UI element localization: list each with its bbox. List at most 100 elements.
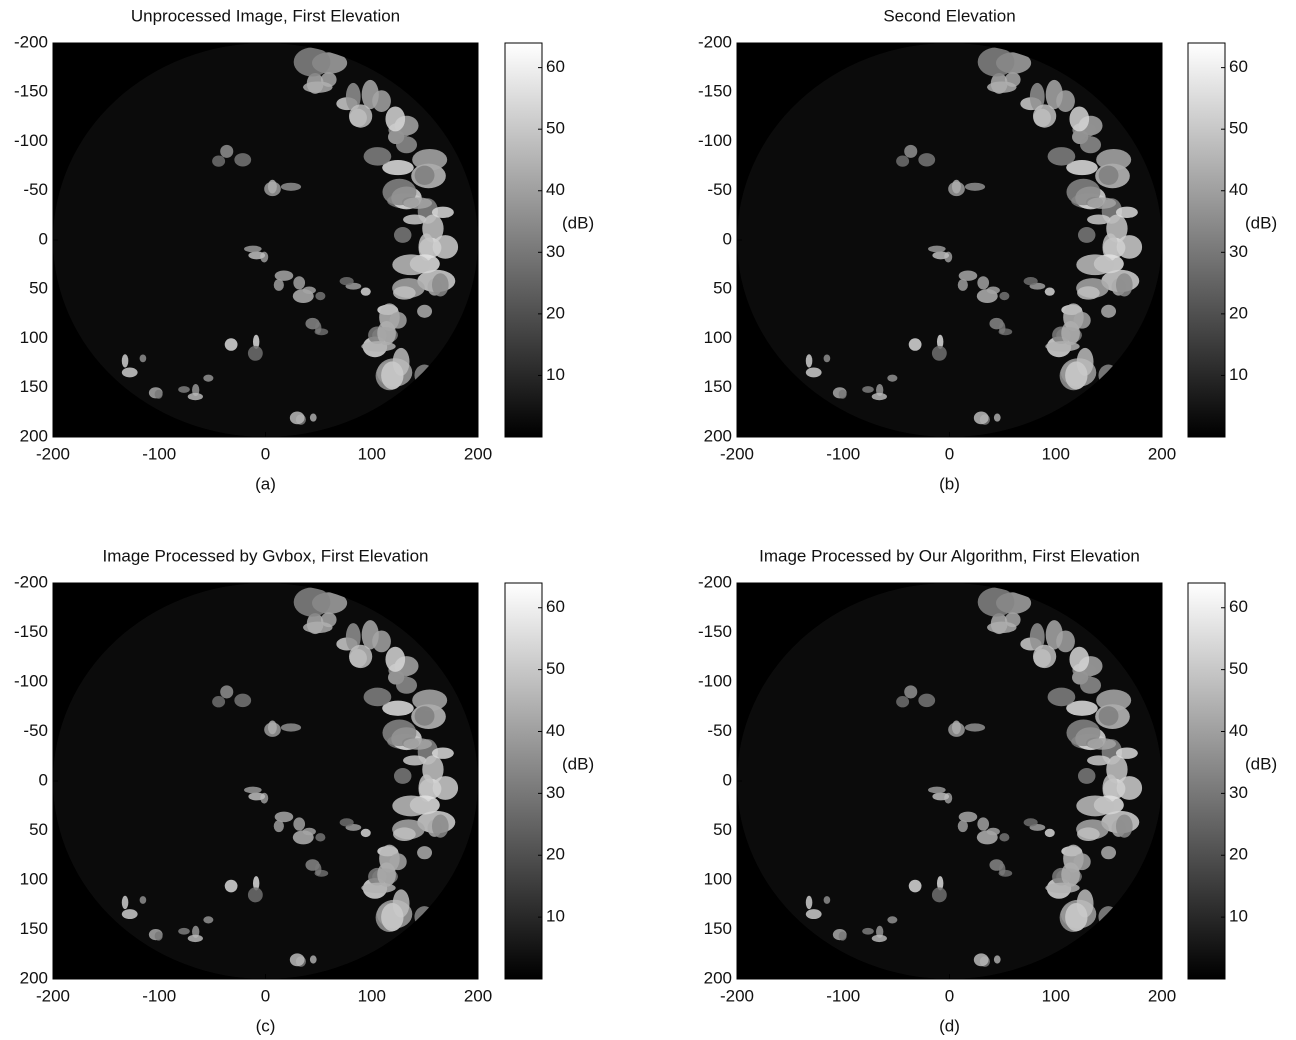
echo bbox=[1024, 277, 1038, 285]
echo bbox=[999, 322, 1005, 334]
x-tick-label: 100 bbox=[1042, 986, 1070, 1005]
colorbar-tick-label: 40 bbox=[546, 180, 565, 199]
colorbar bbox=[505, 583, 542, 979]
echo bbox=[315, 863, 321, 875]
y-tick-label: 0 bbox=[723, 770, 732, 789]
echo bbox=[415, 166, 435, 185]
panel: -200-1000100200-200-150-100-500501001502… bbox=[14, 546, 594, 1035]
echo bbox=[932, 792, 949, 800]
y-tick-label: -100 bbox=[698, 671, 732, 690]
echo bbox=[958, 279, 968, 291]
x-tick-label: 200 bbox=[464, 986, 492, 1005]
y-tick-label: 100 bbox=[20, 328, 48, 347]
colorbar-label: (dB) bbox=[1245, 755, 1277, 774]
echo bbox=[140, 896, 147, 904]
echo bbox=[977, 817, 989, 830]
colorbar-label: (dB) bbox=[562, 755, 594, 774]
echo bbox=[122, 896, 129, 909]
echo bbox=[1101, 846, 1116, 859]
echo bbox=[1048, 688, 1076, 707]
y-tick-label: -50 bbox=[707, 180, 732, 199]
echo bbox=[372, 90, 391, 112]
panel: -200-1000100200-200-150-100-500501001502… bbox=[14, 6, 594, 493]
echo bbox=[887, 375, 897, 382]
echo bbox=[994, 955, 1001, 963]
y-tick-label: 150 bbox=[20, 919, 48, 938]
echo bbox=[212, 696, 225, 707]
echo bbox=[952, 180, 961, 194]
echo bbox=[372, 630, 391, 652]
chart-title: Unprocessed Image, First Elevation bbox=[131, 6, 400, 25]
echo bbox=[315, 833, 325, 841]
y-tick-label: -200 bbox=[14, 572, 48, 591]
caption: (c) bbox=[256, 1016, 276, 1035]
echo bbox=[928, 787, 946, 794]
y-tick-label: -50 bbox=[707, 721, 732, 740]
echo bbox=[1056, 90, 1075, 112]
echo bbox=[1099, 706, 1119, 726]
echo bbox=[274, 820, 284, 832]
echo bbox=[1065, 361, 1087, 389]
echo bbox=[887, 916, 897, 923]
colorbar-tick-label: 50 bbox=[546, 659, 565, 678]
echo bbox=[1076, 254, 1114, 275]
echo bbox=[918, 694, 935, 708]
echo bbox=[140, 354, 147, 362]
echo bbox=[904, 685, 917, 698]
colorbar-tick-label: 30 bbox=[1229, 242, 1248, 261]
echo bbox=[1061, 862, 1080, 886]
echo bbox=[432, 207, 454, 218]
echo bbox=[806, 354, 813, 367]
y-tick-label: 100 bbox=[704, 869, 732, 888]
echo bbox=[932, 887, 947, 902]
colorbar-tick-label: 20 bbox=[1229, 845, 1248, 864]
colorbar bbox=[1188, 583, 1225, 979]
echo bbox=[1116, 814, 1133, 837]
echo bbox=[1087, 755, 1110, 765]
radar-echoes bbox=[53, 583, 478, 979]
echo bbox=[932, 251, 949, 259]
colorbar-label: (dB) bbox=[1245, 214, 1277, 233]
echo bbox=[281, 183, 301, 191]
y-tick-label: 0 bbox=[39, 229, 48, 248]
colorbar-tick-label: 10 bbox=[546, 907, 565, 926]
echo bbox=[244, 787, 262, 794]
echo bbox=[1116, 273, 1133, 296]
x-tick-label: 0 bbox=[261, 986, 270, 1005]
echo bbox=[978, 47, 1015, 76]
x-tick-label: -200 bbox=[36, 986, 70, 1005]
x-tick-label: -100 bbox=[826, 444, 860, 463]
echo bbox=[394, 227, 412, 243]
y-tick-label: -150 bbox=[698, 622, 732, 641]
echo bbox=[1061, 321, 1080, 345]
echo bbox=[872, 935, 887, 942]
echo bbox=[248, 251, 265, 259]
x-tick-label: 200 bbox=[464, 444, 492, 463]
echo bbox=[393, 286, 416, 299]
echo bbox=[932, 346, 947, 361]
echo bbox=[349, 104, 372, 127]
echo bbox=[862, 928, 874, 935]
colorbar-tick-label: 30 bbox=[1229, 783, 1248, 802]
x-tick-label: -200 bbox=[720, 444, 754, 463]
echo bbox=[872, 393, 887, 400]
echo bbox=[178, 386, 190, 393]
echo bbox=[417, 846, 432, 859]
colorbar-tick-label: 10 bbox=[1229, 365, 1248, 384]
y-tick-label: 100 bbox=[704, 328, 732, 347]
echo bbox=[1087, 197, 1116, 209]
echo bbox=[234, 694, 251, 708]
colorbar-tick-label: 60 bbox=[546, 57, 565, 76]
echo bbox=[188, 393, 203, 400]
colorbar-tick-label: 50 bbox=[546, 119, 565, 138]
echo bbox=[364, 688, 392, 707]
echo bbox=[303, 287, 316, 294]
echo bbox=[349, 645, 372, 668]
echo bbox=[415, 706, 435, 726]
echo bbox=[958, 820, 968, 832]
echo bbox=[987, 287, 1000, 294]
echo bbox=[178, 928, 190, 935]
y-tick-label: 200 bbox=[20, 426, 48, 445]
echo bbox=[281, 723, 301, 731]
